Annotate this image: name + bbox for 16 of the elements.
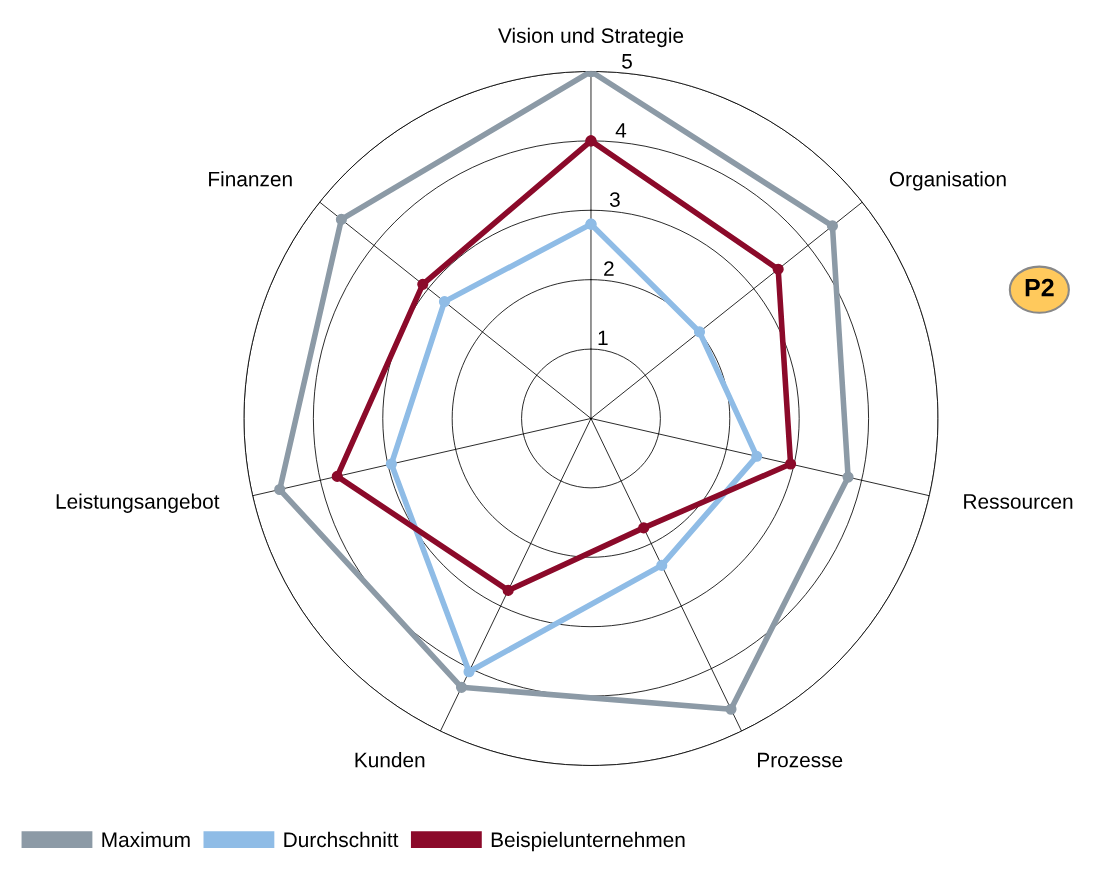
spoke-label: Organisation bbox=[889, 171, 1006, 191]
y-tick-label: 3 bbox=[609, 192, 620, 207]
spoke-label: Ressourcen bbox=[964, 494, 1073, 509]
y-tick-label: 1 bbox=[598, 330, 608, 346]
legend-label: Durchschnitt bbox=[284, 831, 399, 848]
text: P2 bbox=[1025, 278, 1054, 297]
y-tick-label: 5 bbox=[622, 54, 632, 69]
legend-label: Maximum bbox=[102, 831, 190, 848]
y-tick-label: 4 bbox=[615, 123, 627, 138]
spoke-label: Kunden bbox=[355, 752, 425, 768]
spoke-label: Finanzen bbox=[209, 171, 292, 187]
legend-label: Beispielunternehmen bbox=[491, 831, 685, 852]
spoke-label: Leistungsangebot bbox=[56, 493, 220, 513]
spoke-label: Prozesse bbox=[758, 752, 843, 768]
y-tick-label: 2 bbox=[604, 261, 614, 276]
spoke-label: Vision und Strategie bbox=[498, 27, 684, 48]
